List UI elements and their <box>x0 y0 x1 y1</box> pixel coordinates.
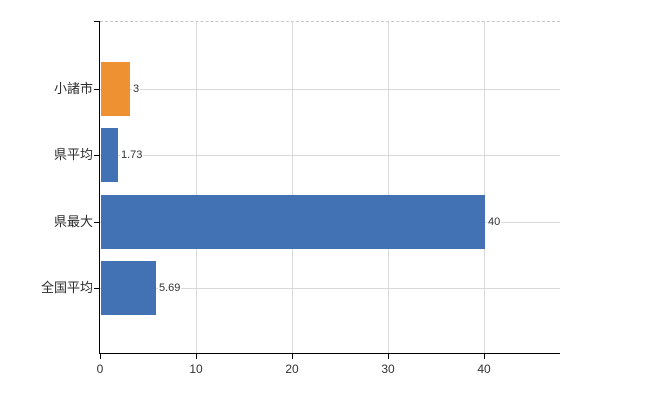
x-axis-tick-label: 10 <box>189 362 203 376</box>
x-axis-tick-label: 30 <box>381 362 395 376</box>
vertical-gridline <box>196 21 197 353</box>
x-axis-tick <box>196 353 197 359</box>
category-label: 全国平均 <box>40 279 93 295</box>
x-axis-tick <box>484 353 485 359</box>
x-axis-line <box>100 353 560 354</box>
value-label: 3 <box>132 82 141 96</box>
horizontal-gridline <box>100 89 560 90</box>
bar-県平均 <box>101 128 118 183</box>
x-axis-tick-label: 40 <box>477 362 491 376</box>
vertical-gridline <box>484 21 485 353</box>
value-label: 5.69 <box>158 280 182 295</box>
vertical-gridline <box>292 21 293 353</box>
bar-小諸市 <box>101 62 130 116</box>
x-axis-tick <box>100 353 101 359</box>
category-label: 小諸市 <box>53 81 93 96</box>
y-axis-tick <box>94 287 100 289</box>
plot-top-border <box>100 21 560 22</box>
category-label: 県最大 <box>53 213 93 229</box>
y-axis-tick <box>94 155 100 157</box>
value-label: 1.73 <box>120 148 144 163</box>
y-axis-tick <box>94 221 100 223</box>
y-axis-line <box>99 21 100 354</box>
bar-県最大 <box>101 194 485 249</box>
value-label: 40 <box>487 214 502 229</box>
category-label: 県平均 <box>53 147 93 163</box>
x-axis-tick-label: 20 <box>285 362 299 376</box>
bar-全国平均 <box>101 260 156 315</box>
horizontal-gridline <box>100 155 560 157</box>
y-axis-tick <box>94 89 100 90</box>
x-axis-tick <box>388 353 389 359</box>
vertical-gridline <box>388 21 389 353</box>
horizontal-gridline <box>100 287 560 289</box>
x-axis-tick-label: 0 <box>96 362 104 376</box>
x-axis-tick <box>292 353 293 359</box>
y-axis-top-tick <box>94 21 100 22</box>
